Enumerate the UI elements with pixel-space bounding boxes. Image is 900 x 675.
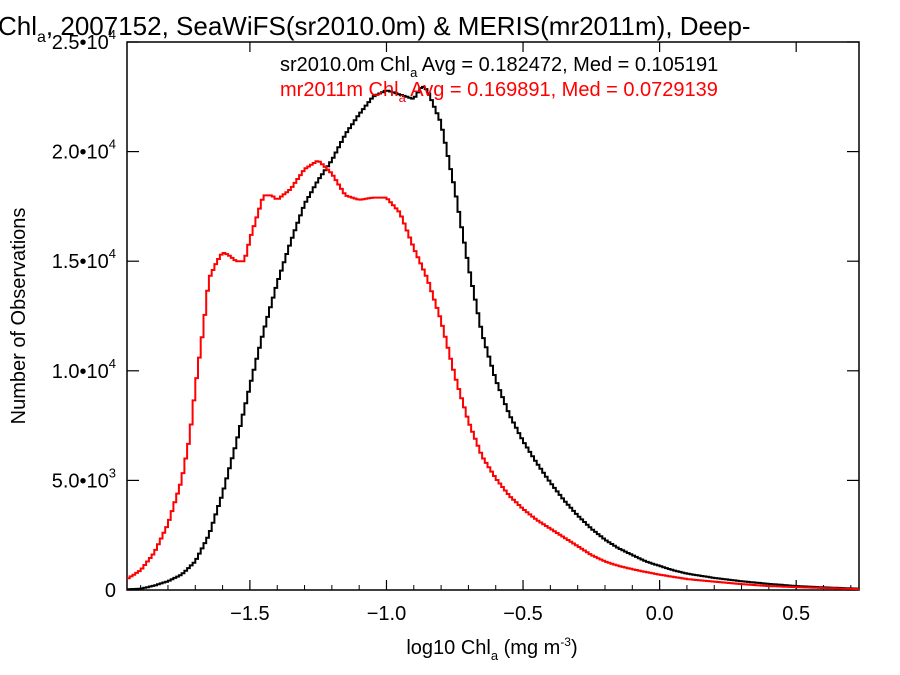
x-tick-label: 0.5	[782, 603, 810, 625]
plot-frame	[126, 41, 860, 591]
y-axis-ticks: 0 5.0•103 1.0•104 1.5•104 2.0•104 2.5•104	[52, 27, 859, 602]
legend: sr2010.0m Chla Avg = 0.182472, Med = 0.1…	[280, 54, 718, 105]
y-axis-label: Number of Observations	[8, 208, 30, 425]
y-tick-label: 1.0•104	[52, 356, 116, 383]
y-tick-label: 2.0•104	[52, 137, 116, 164]
series-layer	[127, 85, 859, 591]
x-axis-ticks: −1.5 −1.0 −0.5 0.0 0.5	[140, 42, 852, 625]
y-tick-label: 0	[105, 580, 116, 602]
legend-entry-mr2011: mr2011m Chla Avg = 0.169891, Med = 0.072…	[280, 79, 718, 105]
y-tick-label: 5.0•103	[52, 465, 116, 492]
series-line-sr2010.0m	[127, 85, 859, 591]
x-tick-label: −1.5	[230, 603, 269, 625]
x-axis-label: log10 Chla (mg m-3)	[406, 635, 577, 663]
series-line-mr2011m	[127, 160, 859, 591]
legend-entry-sr2010: sr2010.0m Chla Avg = 0.182472, Med = 0.1…	[280, 54, 718, 80]
x-tick-label: −0.5	[503, 603, 542, 625]
x-tick-label: 0.0	[646, 603, 674, 625]
y-tick-label: 2.5•104	[52, 27, 116, 54]
x-tick-label: −1.0	[367, 603, 406, 625]
chart-title: Chla, 2007152, SeaWiFS(sr2010.0m) & MERI…	[0, 11, 751, 46]
y-tick-label: 1.5•104	[52, 246, 116, 273]
